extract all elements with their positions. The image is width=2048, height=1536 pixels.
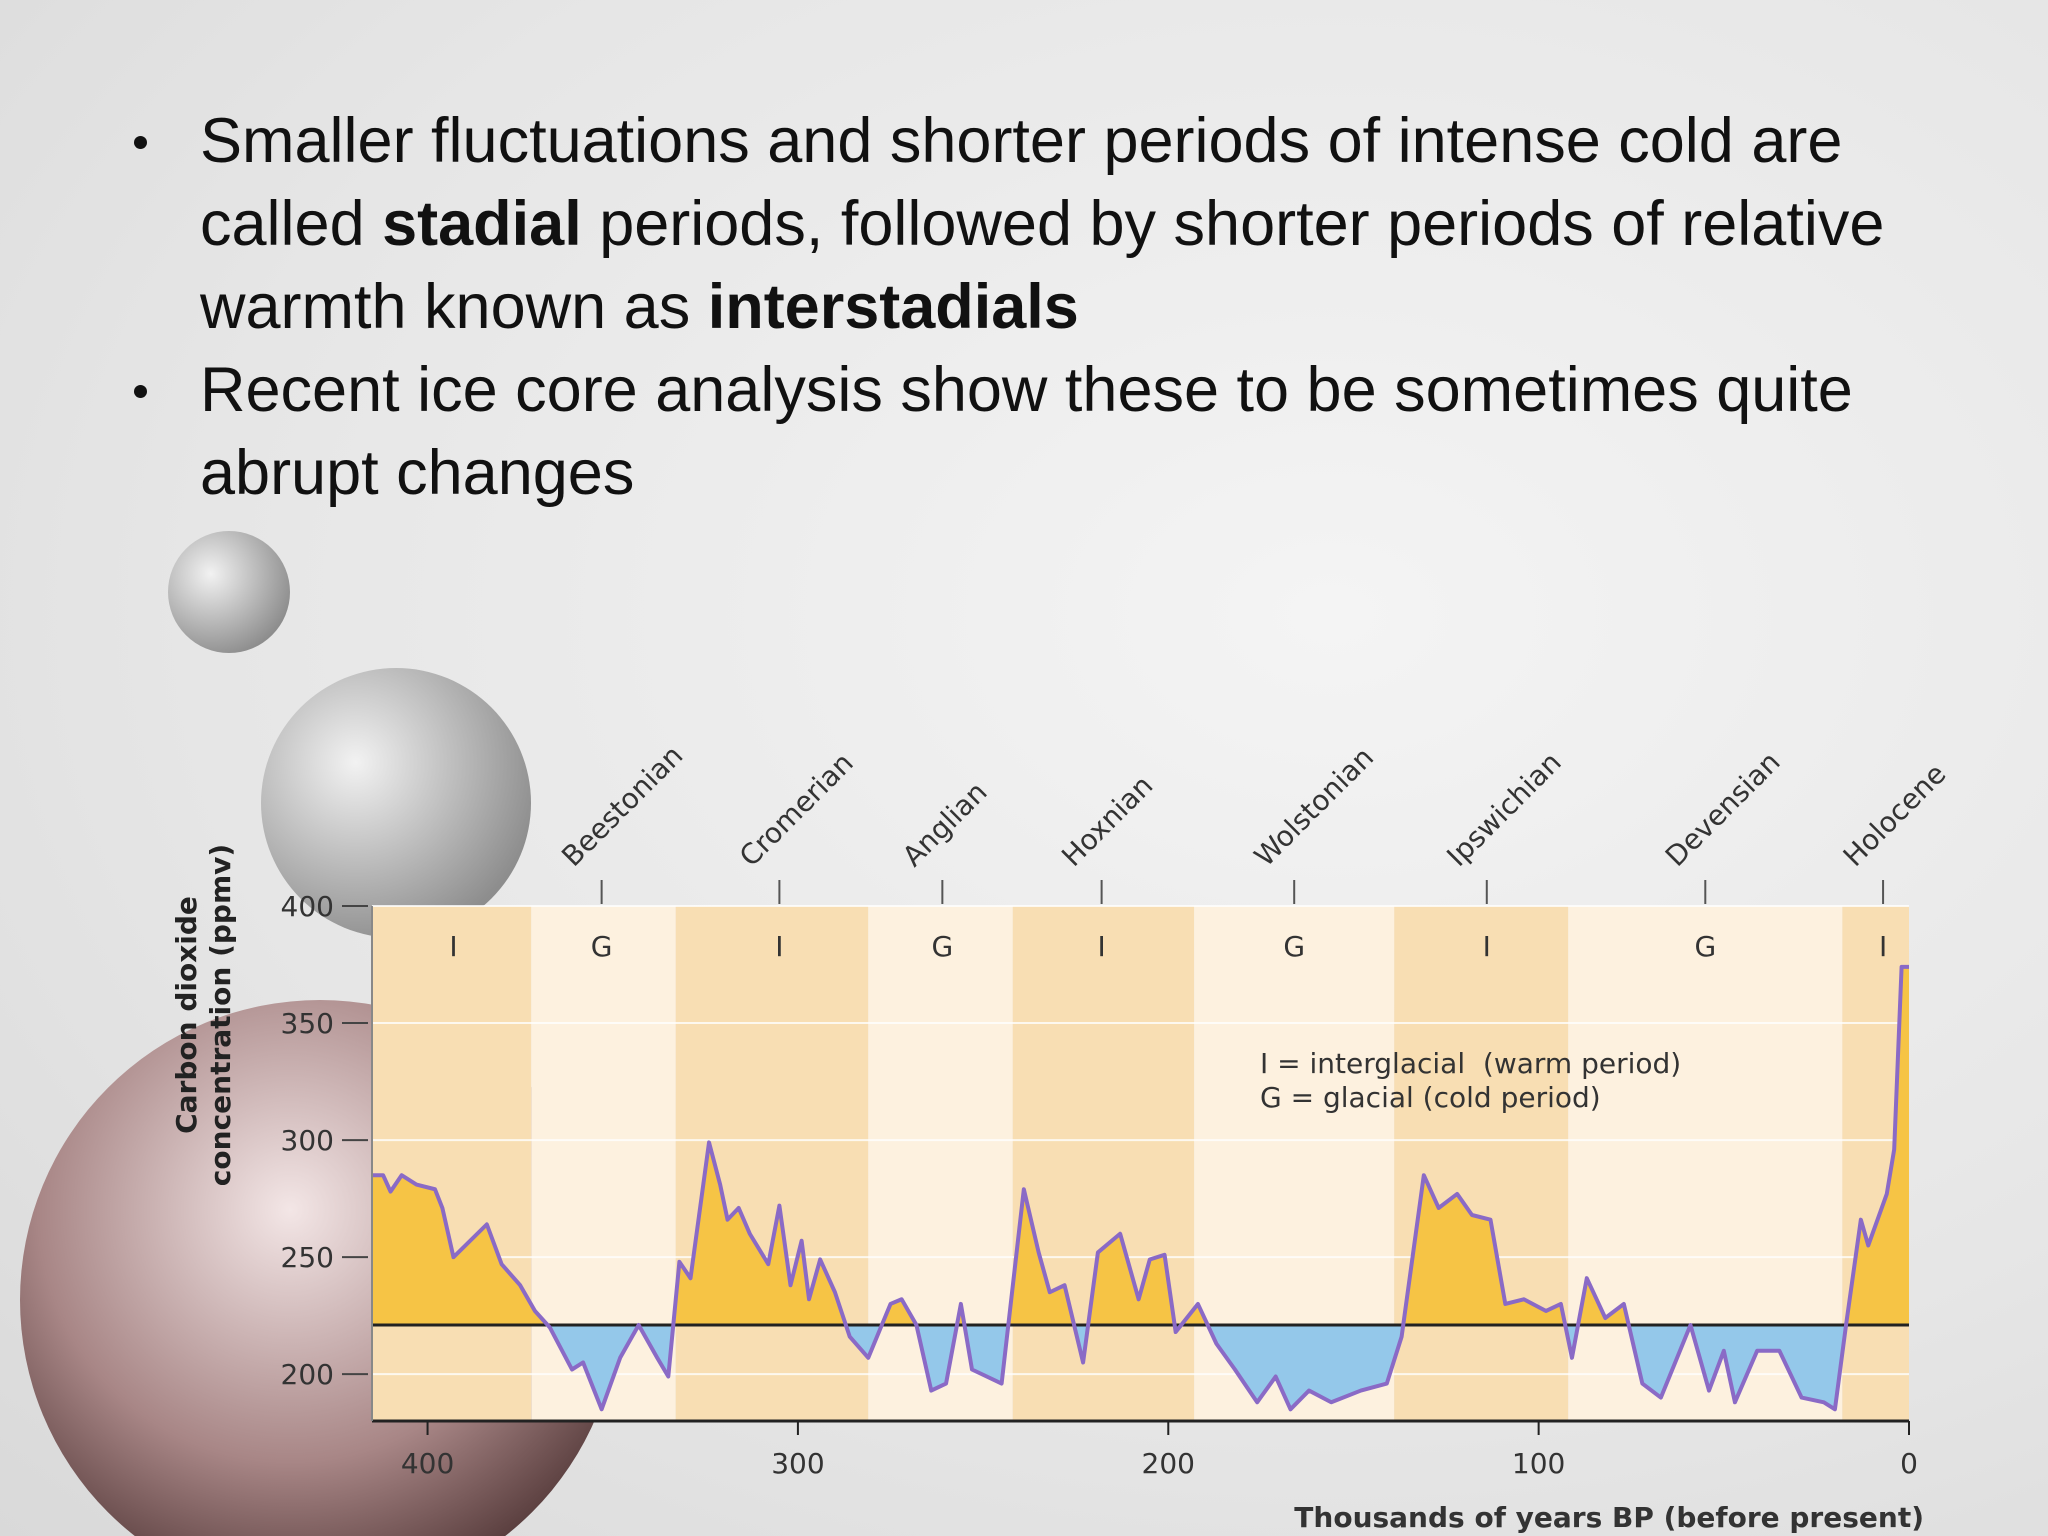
y-tick-label: 200 xyxy=(281,1358,334,1391)
globe xyxy=(261,668,531,938)
legend-text: I = interglacial (warm period) xyxy=(1260,1047,1681,1080)
text: Smaller fluctuations and shorter periods… xyxy=(200,106,1843,259)
period-band xyxy=(372,906,532,1421)
y-tick-label: 300 xyxy=(281,1124,334,1157)
bullet: Smaller fluctuations and shorter periods… xyxy=(134,100,1940,349)
period-name: Devensian xyxy=(1659,745,1787,873)
period-name: Beestonian xyxy=(555,739,689,873)
x-tick-label: 300 xyxy=(771,1447,824,1480)
x-tick-label: 200 xyxy=(1142,1447,1195,1480)
period-name: Cromerian xyxy=(733,746,860,873)
text: periods, followed by shorter periods of … xyxy=(200,189,1885,342)
period-name: Hoxnian xyxy=(1055,769,1159,873)
period-label: I xyxy=(1097,930,1105,963)
period-label: G xyxy=(932,930,954,963)
period-name: Ipswichian xyxy=(1440,746,1567,873)
x-tick-label: 400 xyxy=(401,1447,454,1480)
period-label: I xyxy=(1879,930,1887,963)
y-axis-title: concentration (ppmv) xyxy=(204,844,237,1186)
period-band xyxy=(1394,906,1569,1421)
period-label: I xyxy=(449,930,457,963)
bullet-dot xyxy=(134,136,147,149)
x-axis-title: Thousands of years BP (before present) xyxy=(1294,1501,1924,1534)
period-label: G xyxy=(591,930,613,963)
y-axis-title: Carbon dioxide xyxy=(170,896,203,1134)
globe xyxy=(168,531,290,653)
period-label: I xyxy=(775,930,783,963)
bold-text: interstadials xyxy=(707,272,1079,342)
x-tick-label: 100 xyxy=(1512,1447,1565,1480)
y-tick-label: 350 xyxy=(281,1007,334,1040)
period-name: Wolstonian xyxy=(1248,741,1380,873)
period-name: Anglian xyxy=(896,775,994,873)
y-tick-label: 250 xyxy=(281,1241,334,1274)
period-band xyxy=(1012,906,1195,1421)
legend-text: G = glacial (cold period) xyxy=(1260,1081,1601,1114)
period-label: G xyxy=(1283,930,1305,963)
period-label: I xyxy=(1483,930,1491,963)
x-tick-label: 0 xyxy=(1900,1447,1918,1480)
period-label: G xyxy=(1694,930,1716,963)
bullet: Recent ice core analysis show these to b… xyxy=(134,349,1940,515)
co2-line xyxy=(372,964,1909,1412)
period-name: Holocene xyxy=(1837,757,1953,873)
text: Recent ice core analysis show these to b… xyxy=(200,355,1853,508)
bullet-dot xyxy=(134,385,147,398)
bullet-list: Smaller fluctuations and shorter periods… xyxy=(134,100,1940,515)
y-tick-label: 400 xyxy=(281,890,334,923)
bold-text: stadial xyxy=(382,189,582,259)
